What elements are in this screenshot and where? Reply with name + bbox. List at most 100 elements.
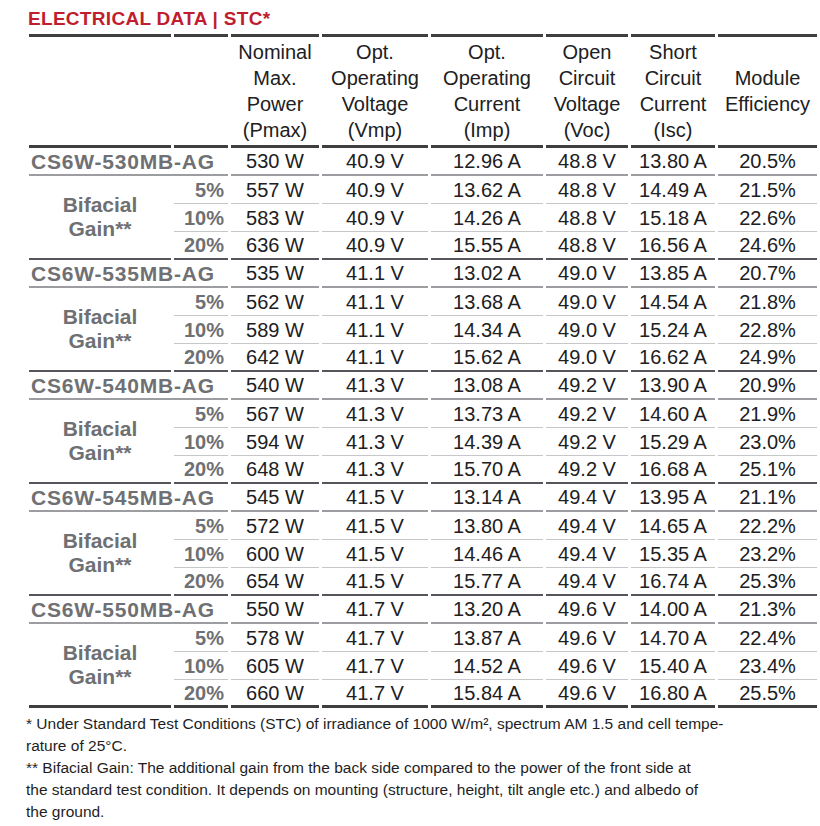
footnotes: * Under Standard Test Conditions (STC) o… [26,713,814,823]
data-cell: 49.4 V [546,540,628,568]
data-cell: 49.6 V [546,624,628,652]
header-spacer-gain [174,34,228,148]
column-header-imp: Opt. Operating Current (Imp) [431,34,543,148]
data-cell: 21.8% [718,288,817,316]
data-cell: 13.14 A [431,484,543,512]
bifacial-gain-label: Bifacial Gain** [29,176,171,260]
gain-percent: 5% [174,176,228,204]
data-cell: 14.46 A [431,540,543,568]
bifacial-gain-row: Bifacial Gain**5%557 W40.9 V13.62 A48.8 … [29,176,817,204]
data-cell: 15.55 A [431,232,543,260]
data-cell: 13.85 A [631,260,715,288]
data-cell: 562 W [231,288,319,316]
data-cell: 15.24 A [631,316,715,344]
data-cell: 20.7% [718,260,817,288]
model-name: CS6W-550MB-AG [29,596,228,624]
bifacial-gain-row: Bifacial Gain**5%562 W41.1 V13.68 A49.0 … [29,288,817,316]
data-cell: 572 W [231,512,319,540]
gain-percent: 20% [174,680,228,708]
data-cell: 15.84 A [431,680,543,708]
data-cell: 14.70 A [631,624,715,652]
footnote-stc: * Under Standard Test Conditions (STC) o… [26,713,814,757]
data-cell: 13.80 A [631,148,715,176]
data-cell: 25.1% [718,456,817,484]
model-row: CS6W-550MB-AG550 W41.7 V13.20 A49.6 V14.… [29,596,817,624]
data-cell: 41.5 V [322,540,428,568]
data-cell: 41.3 V [322,400,428,428]
data-cell: 567 W [231,400,319,428]
table-header: Nominal Max. Power (Pmax) Opt. Operating… [29,34,817,148]
data-cell: 49.0 V [546,316,628,344]
gain-percent: 5% [174,400,228,428]
data-cell: 49.0 V [546,288,628,316]
data-cell: 49.4 V [546,568,628,596]
data-cell: 15.77 A [431,568,543,596]
data-cell: 48.8 V [546,148,628,176]
data-cell: 605 W [231,652,319,680]
data-cell: 22.6% [718,204,817,232]
data-cell: 530 W [231,148,319,176]
gain-percent: 20% [174,568,228,596]
data-cell: 21.1% [718,484,817,512]
data-cell: 48.8 V [546,204,628,232]
data-cell: 24.9% [718,344,817,372]
column-header-pmax: Nominal Max. Power (Pmax) [231,34,319,148]
model-name: CS6W-545MB-AG [29,484,228,512]
data-cell: 23.2% [718,540,817,568]
model-row: CS6W-545MB-AG545 W41.5 V13.14 A49.4 V13.… [29,484,817,512]
data-cell: 13.73 A [431,400,543,428]
data-cell: 23.0% [718,428,817,456]
data-cell: 583 W [231,204,319,232]
data-cell: 21.9% [718,400,817,428]
data-cell: 14.39 A [431,428,543,456]
data-cell: 16.56 A [631,232,715,260]
bifacial-gain-label: Bifacial Gain** [29,288,171,372]
data-cell: 41.5 V [322,512,428,540]
datasheet-page: ELECTRICAL DATA | STC* Nominal Max. Powe… [0,0,820,823]
data-cell: 15.35 A [631,540,715,568]
data-cell: 13.95 A [631,484,715,512]
data-cell: 16.74 A [631,568,715,596]
gain-percent: 5% [174,288,228,316]
data-cell: 13.80 A [431,512,543,540]
data-cell: 550 W [231,596,319,624]
footnote-bifacial-gain: ** Bifacial Gain: The additional gain fr… [26,757,814,823]
data-cell: 594 W [231,428,319,456]
data-cell: 14.54 A [631,288,715,316]
data-cell: 41.5 V [322,484,428,512]
data-cell: 41.1 V [322,316,428,344]
data-cell: 540 W [231,372,319,400]
data-cell: 545 W [231,484,319,512]
data-cell: 535 W [231,260,319,288]
data-cell: 20.9% [718,372,817,400]
data-cell: 49.4 V [546,512,628,540]
section-title: ELECTRICAL DATA | STC* [28,8,820,30]
gain-percent: 5% [174,624,228,652]
data-cell: 49.2 V [546,400,628,428]
data-cell: 654 W [231,568,319,596]
model-name: CS6W-530MB-AG [29,148,228,176]
bifacial-gain-row: Bifacial Gain**5%578 W41.7 V13.87 A49.6 … [29,624,817,652]
gain-percent: 20% [174,344,228,372]
data-cell: 40.9 V [322,232,428,260]
data-cell: 49.6 V [546,596,628,624]
gain-percent: 10% [174,652,228,680]
column-header-isc: Short Circuit Current (Isc) [631,34,715,148]
data-cell: 22.2% [718,512,817,540]
gain-percent: 5% [174,512,228,540]
data-cell: 49.2 V [546,372,628,400]
data-cell: 578 W [231,624,319,652]
data-cell: 49.2 V [546,456,628,484]
model-row: CS6W-535MB-AG535 W41.1 V13.02 A49.0 V13.… [29,260,817,288]
data-cell: 41.1 V [322,288,428,316]
data-cell: 648 W [231,456,319,484]
data-cell: 15.62 A [431,344,543,372]
gain-percent: 10% [174,204,228,232]
data-cell: 14.49 A [631,176,715,204]
table-body: CS6W-530MB-AG530 W40.9 V12.96 A48.8 V13.… [29,148,817,708]
data-cell: 24.6% [718,232,817,260]
data-cell: 16.80 A [631,680,715,708]
data-cell: 49.6 V [546,652,628,680]
data-cell: 49.6 V [546,680,628,708]
data-cell: 41.3 V [322,372,428,400]
